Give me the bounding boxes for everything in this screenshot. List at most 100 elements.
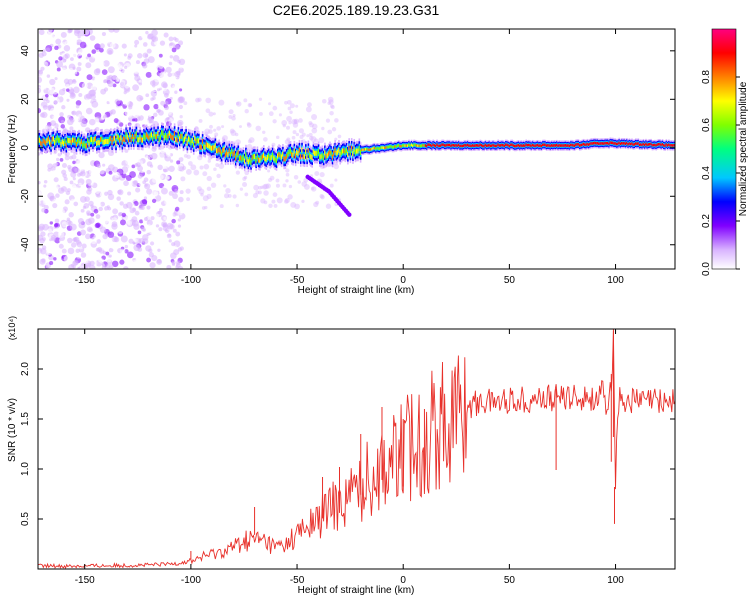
noise-cell: [68, 159, 74, 165]
y-tick-label: 1.0: [20, 462, 31, 476]
band-cell: [643, 143, 646, 147]
band-cell: [471, 144, 474, 147]
band-cell: [587, 143, 590, 146]
noise-cell: [206, 186, 212, 192]
noise-cell: [41, 111, 48, 119]
band-cell: [257, 157, 260, 163]
band-cell: [303, 154, 306, 160]
band-cell: [452, 143, 455, 147]
noise-cell: [63, 176, 68, 182]
noise-cell: [204, 205, 208, 210]
band-cell: [131, 133, 134, 140]
noise-cell: [247, 139, 252, 144]
noise-cell: [329, 110, 334, 116]
noise-cell: [89, 89, 97, 97]
noise-cell: [306, 134, 310, 138]
band-cell: [590, 142, 593, 145]
noise-cell: [113, 253, 119, 259]
noise-cell: [51, 236, 56, 242]
band-cell: [460, 144, 463, 148]
band-cell: [84, 143, 87, 149]
band-cell: [498, 144, 501, 147]
noise-cell: [133, 244, 141, 252]
band-cell: [75, 141, 78, 147]
noise-cell: [93, 98, 97, 103]
noise-cell: [90, 100, 94, 104]
noise-cell: [67, 247, 75, 255]
band-cell: [167, 133, 170, 139]
noise-cell: [91, 253, 99, 260]
noise-cell: [168, 61, 173, 66]
noise-cell: [126, 208, 131, 213]
band-cell: [320, 154, 322, 160]
noise-cell: [136, 94, 143, 102]
band-cell: [247, 159, 250, 165]
band-cell: [347, 151, 349, 157]
band-cell: [619, 142, 622, 146]
noise-cell: [121, 43, 127, 49]
noise-cell: [248, 137, 255, 143]
noise-cell: [179, 88, 183, 92]
noise-cell: [77, 155, 84, 162]
noise-cell: [275, 178, 280, 183]
noise-cell: [77, 62, 82, 66]
noise-cell: [61, 248, 67, 254]
band-cell: [180, 133, 182, 139]
band-cell: [605, 141, 608, 145]
band-cell: [191, 138, 194, 144]
noise-cell: [114, 53, 120, 59]
noise-cell: [286, 99, 292, 105]
band-cell: [313, 150, 316, 156]
noise-cell: [81, 243, 87, 249]
noise-cell: [117, 212, 122, 217]
band-cell: [69, 138, 71, 144]
band-cell: [521, 144, 524, 148]
noise-cell: [80, 229, 86, 236]
noise-cell: [39, 238, 45, 244]
band-cell: [409, 144, 412, 148]
noise-cell: [289, 110, 293, 114]
band-cell: [410, 143, 413, 147]
noise-cell: [64, 155, 70, 161]
noise-cell: [235, 139, 241, 145]
band-cell: [620, 141, 623, 145]
noise-cell: [116, 196, 121, 201]
noise-cell: [54, 218, 60, 224]
band-cell: [171, 134, 173, 140]
band-cell: [112, 136, 115, 142]
noise-cell: [177, 203, 183, 208]
noise-cell: [158, 153, 165, 160]
noise-cell: [179, 190, 184, 195]
band-cell: [89, 137, 92, 143]
spectrogram-y-label: Frequency (Hz): [7, 115, 18, 184]
band-cell: [242, 154, 245, 160]
band-cell: [278, 151, 280, 158]
noise-cell: [47, 182, 52, 187]
band-cell: [93, 136, 96, 143]
noise-cell: [49, 195, 55, 201]
band-cell: [505, 143, 507, 146]
band-cell: [113, 135, 116, 141]
noise-cell: [151, 198, 157, 204]
band-cell: [71, 137, 74, 143]
noise-cell: [124, 65, 128, 69]
band-cell: [646, 143, 649, 147]
noise-cell: [43, 184, 47, 188]
noise-cell: [294, 203, 300, 210]
noise-cell: [309, 122, 314, 128]
spectrogram-x-ticks: -150 -100 -50 0 50 100: [75, 29, 624, 286]
band-cell: [201, 138, 204, 144]
noise-cell: [161, 81, 168, 88]
band-cell: [326, 152, 329, 158]
noise-cell: [171, 242, 176, 247]
noise-cell: [93, 68, 101, 76]
band-cell: [413, 143, 415, 146]
noise-cell: [79, 165, 85, 171]
band-cell: [390, 145, 392, 148]
band-cell: [357, 148, 359, 154]
band-cell: [266, 154, 269, 161]
band-cell: [454, 144, 456, 147]
band-cell: [338, 147, 340, 153]
band-cell: [241, 156, 243, 162]
band-cell: [306, 154, 308, 160]
